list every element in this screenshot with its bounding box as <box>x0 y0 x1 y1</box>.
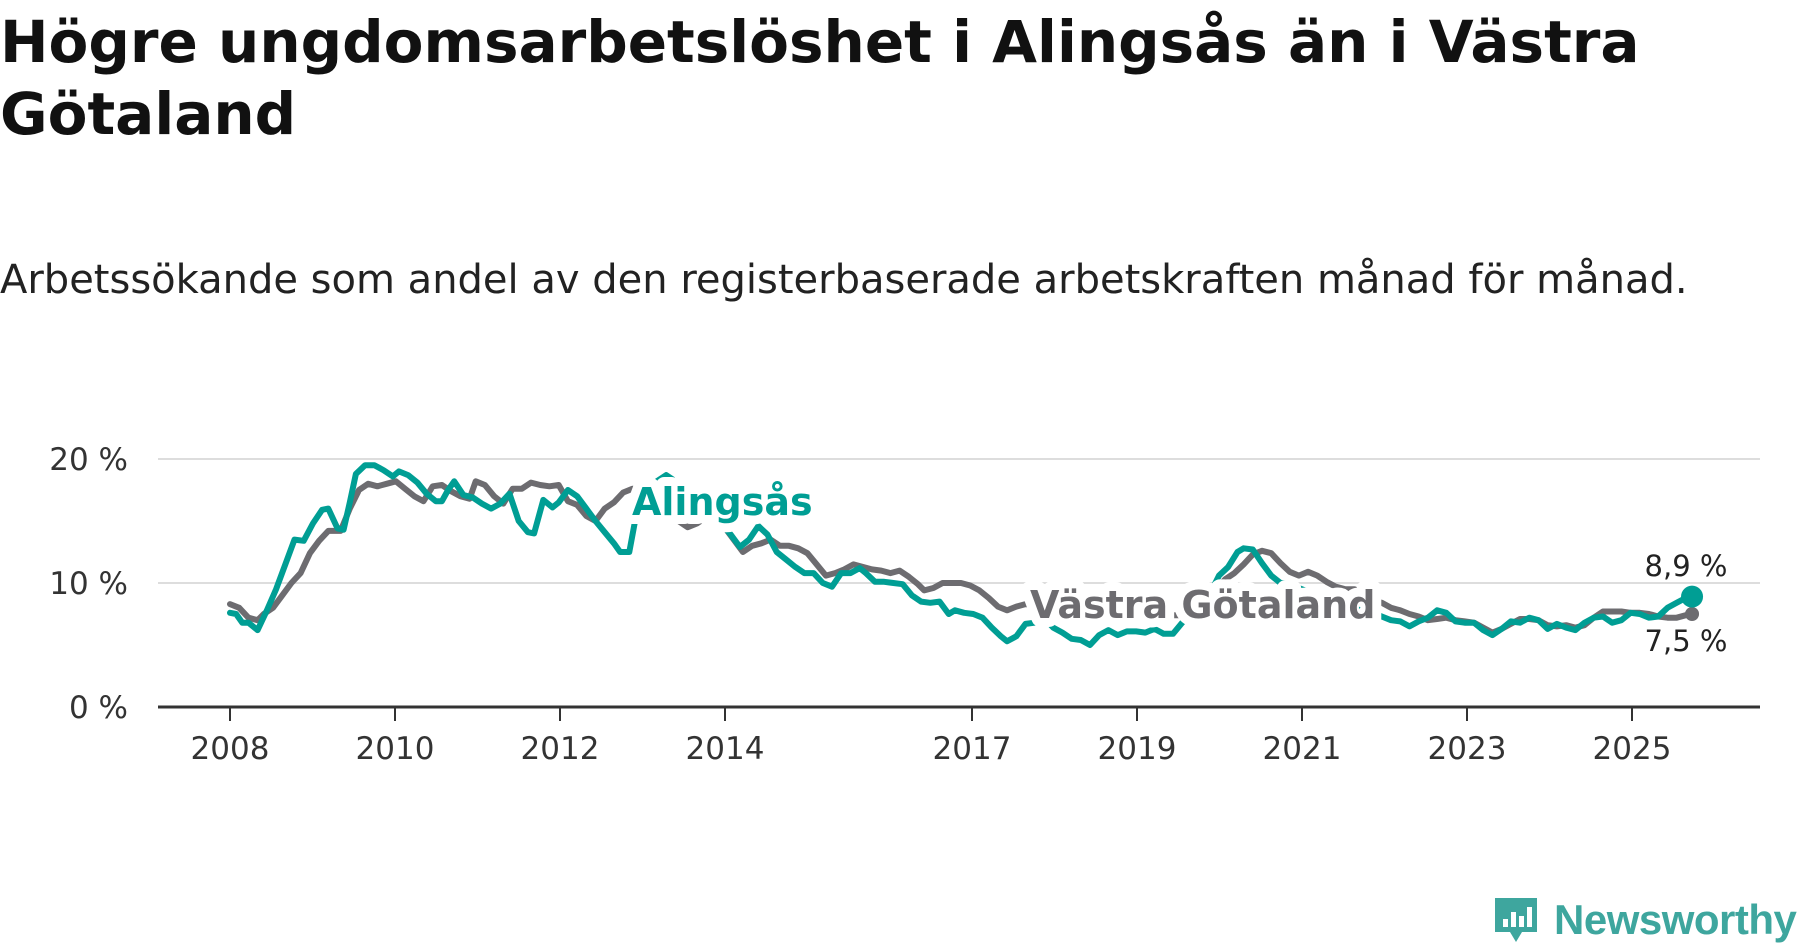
x-tick-label: 2025 <box>1593 731 1672 767</box>
end-label-vastra: 7,5 % <box>1645 624 1728 658</box>
x-tick-label: 2017 <box>933 731 1012 767</box>
y-axis-tick-labels: 0 % 10 % 20 % <box>49 442 128 726</box>
newsworthy-logo-icon <box>1495 898 1537 942</box>
y-tick-label: 10 % <box>49 566 128 602</box>
series-label-vastra: Västra Götaland <box>1030 583 1375 627</box>
end-label-alingsas: 8,9 % <box>1645 549 1728 583</box>
x-axis: 2008 2010 2012 2014 2017 2019 2021 2023 2025 <box>158 705 1760 767</box>
series-label-vastra-halo: Västra Götaland <box>1030 583 1375 627</box>
series-lines <box>227 462 1704 648</box>
series-line-alingsas <box>227 462 1695 648</box>
x-tick-label: 2014 <box>686 731 765 767</box>
x-tick-label: 2023 <box>1428 731 1507 767</box>
series-end-point-alingsas <box>1681 585 1704 608</box>
y-tick-label: 0 % <box>69 690 128 726</box>
brand-name: Newsworthy <box>1554 896 1797 943</box>
series-end-point-vastra <box>1685 607 1700 621</box>
chart-title: Högre ungdomsarbetslöshet i Alingsås än … <box>0 8 1640 148</box>
x-tick-label: 2019 <box>1098 731 1177 767</box>
gridlines <box>158 458 1760 584</box>
chart-subtitle: Arbetssökande som andel av den registerb… <box>0 257 1688 303</box>
series-label-alingsas-halo: Alingsås <box>632 480 813 524</box>
newsworthy-logo[interactable]: Newsworthy <box>1492 890 1797 950</box>
x-tick-label: 2012 <box>521 731 600 767</box>
x-tick-label: 2021 <box>1263 731 1342 767</box>
x-tick-label: 2008 <box>191 731 270 767</box>
x-tick-label: 2010 <box>356 731 435 767</box>
series-label-alingsas: Alingsås <box>632 480 813 524</box>
y-tick-label: 20 % <box>49 442 128 478</box>
